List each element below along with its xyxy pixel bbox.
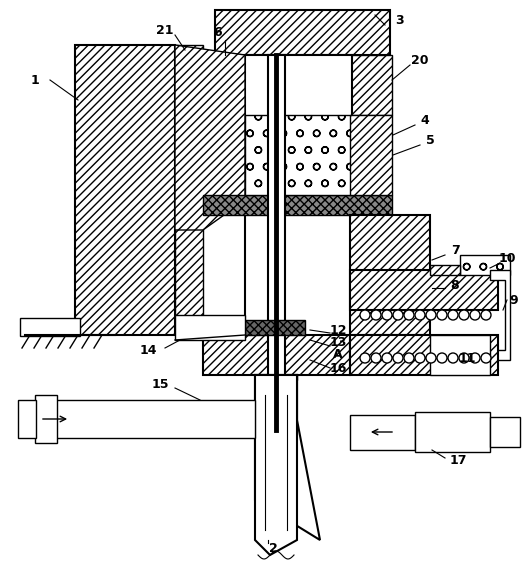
Circle shape [470, 353, 480, 363]
Circle shape [371, 353, 381, 363]
Bar [430, 265, 460, 275]
Bar [350, 55, 392, 115]
Polygon shape [175, 45, 245, 230]
Circle shape [448, 353, 458, 363]
Text: 8: 8 [451, 278, 459, 292]
Bar [350, 115, 392, 195]
Text: 21: 21 [156, 24, 174, 36]
Text: 20: 20 [411, 53, 428, 67]
Bar [350, 335, 498, 375]
Polygon shape [255, 375, 320, 540]
Bar [215, 10, 390, 55]
Bar [75, 45, 175, 335]
Text: 10: 10 [498, 251, 516, 264]
Text: 17: 17 [449, 453, 467, 467]
Polygon shape [255, 375, 297, 555]
Text: 3: 3 [396, 13, 404, 26]
Bar [350, 415, 415, 450]
Circle shape [481, 310, 491, 320]
Circle shape [481, 353, 491, 363]
Circle shape [437, 353, 447, 363]
Bar [268, 55, 285, 535]
Circle shape [404, 353, 414, 363]
Bar [430, 335, 490, 375]
Text: 16: 16 [330, 361, 346, 375]
Bar [460, 255, 510, 275]
Circle shape [393, 310, 403, 320]
Circle shape [393, 353, 403, 363]
Text: 6: 6 [214, 25, 222, 39]
Bar [203, 335, 350, 375]
Text: A: A [333, 348, 343, 361]
Bar [203, 55, 245, 115]
Bar [203, 195, 392, 215]
Polygon shape [255, 375, 297, 540]
Bar [20, 318, 80, 336]
Polygon shape [175, 315, 245, 340]
Circle shape [426, 310, 436, 320]
Text: 2: 2 [269, 541, 277, 554]
Circle shape [448, 310, 458, 320]
Bar [35, 395, 57, 443]
Text: 11: 11 [458, 352, 476, 365]
Polygon shape [490, 270, 510, 360]
Text: 7: 7 [451, 243, 459, 256]
Text: 9: 9 [509, 293, 518, 306]
Circle shape [360, 353, 370, 363]
Bar [490, 417, 520, 447]
Circle shape [415, 310, 425, 320]
Text: 4: 4 [421, 113, 430, 126]
Bar [245, 55, 352, 345]
Bar [245, 320, 305, 335]
Text: 12: 12 [329, 324, 346, 337]
Bar [350, 215, 430, 335]
Text: 14: 14 [139, 343, 157, 356]
Text: 1: 1 [31, 73, 39, 86]
Bar [350, 270, 498, 310]
Circle shape [459, 310, 469, 320]
Text: 13: 13 [330, 337, 346, 350]
Bar [55, 400, 255, 438]
Circle shape [415, 353, 425, 363]
Bar [245, 115, 352, 195]
Circle shape [382, 310, 392, 320]
Circle shape [382, 353, 392, 363]
Text: 5: 5 [426, 134, 434, 146]
Bar [18, 400, 36, 438]
Circle shape [459, 353, 469, 363]
Circle shape [470, 310, 480, 320]
Circle shape [404, 310, 414, 320]
Circle shape [426, 353, 436, 363]
Polygon shape [255, 375, 297, 380]
Circle shape [371, 310, 381, 320]
Bar [415, 412, 490, 452]
Circle shape [360, 310, 370, 320]
Bar [175, 45, 203, 335]
Circle shape [437, 310, 447, 320]
Text: 15: 15 [151, 379, 169, 392]
